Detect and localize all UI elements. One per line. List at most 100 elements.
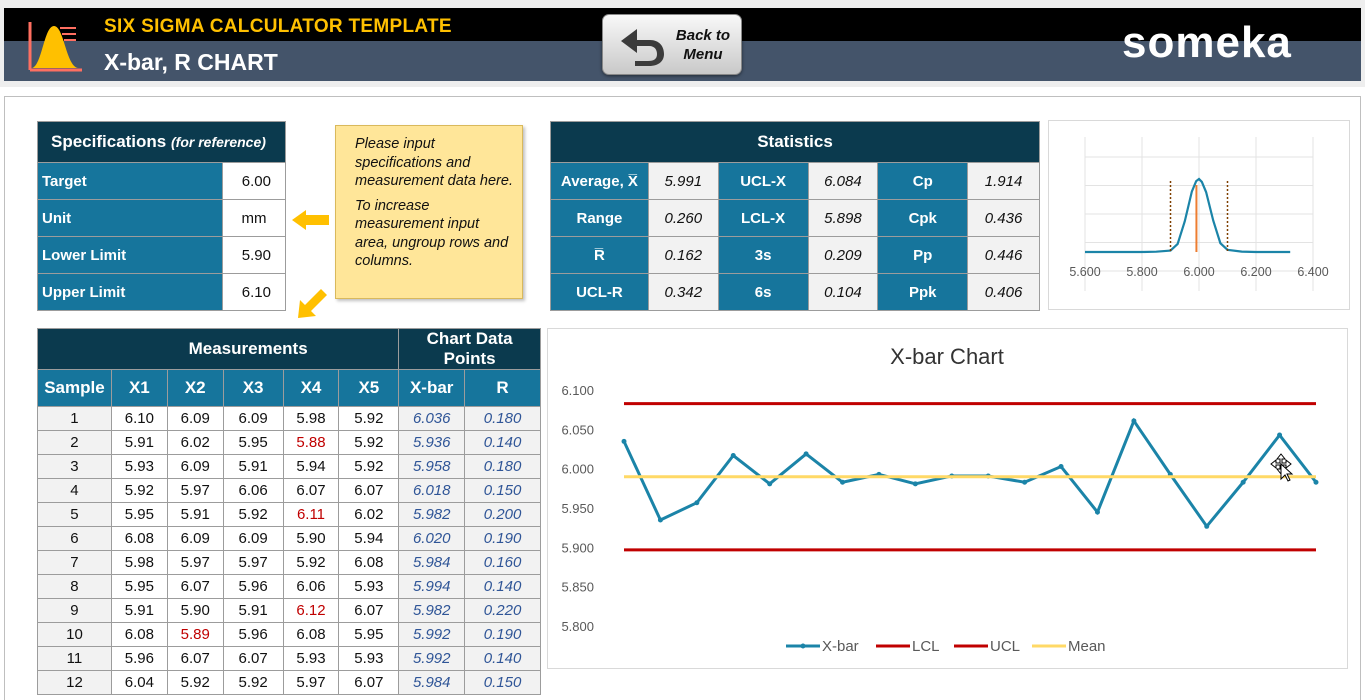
measurement-cell[interactable]: 5.92: [166, 670, 224, 695]
measurement-cell[interactable]: 6.07: [166, 646, 224, 671]
measurement-cell[interactable]: 5.92: [338, 454, 400, 479]
xbar-value: 5.984: [398, 670, 466, 695]
measurement-cell[interactable]: 5.94: [338, 526, 400, 551]
measurement-cell[interactable]: 5.92: [338, 406, 400, 431]
measurement-cell[interactable]: 6.06: [222, 478, 284, 503]
distribution-chart[interactable]: 5.600 5.800 6.000 6.200 6.400: [1048, 120, 1350, 310]
specifications-title: Specifications: [51, 132, 167, 151]
xbar-series-line: [622, 417, 1318, 529]
measurement-cell[interactable]: 5.92: [222, 502, 284, 527]
measurement-cell[interactable]: 5.98: [282, 406, 340, 431]
measurement-cell[interactable]: 5.92: [338, 430, 400, 455]
measurement-cell[interactable]: 5.96: [110, 646, 168, 671]
measurement-cell[interactable]: 5.93: [282, 646, 340, 671]
measurement-cell[interactable]: 5.95: [222, 430, 284, 455]
measurement-cell[interactable]: 5.89: [166, 622, 224, 647]
stat-label: Ppk: [877, 273, 969, 311]
measurement-cell[interactable]: 6.09: [166, 406, 224, 431]
range-value: 0.180: [464, 454, 541, 479]
table-row: 12 6.04 5.92 5.92 5.97 6.07 5.984 0.150: [37, 670, 541, 695]
spec-lower-limit-input[interactable]: 5.90: [222, 236, 286, 274]
measurement-cell[interactable]: 6.08: [110, 622, 168, 647]
measurement-cell[interactable]: 5.97: [282, 670, 340, 695]
stat-label: Range: [550, 199, 649, 237]
measurement-cell[interactable]: 5.93: [338, 574, 400, 599]
xbar-chart-svg: X-bar Chart 5.800 5.850 5.900 5.950 6.000 6.05…: [561, 344, 1319, 655]
xbar-value: 5.982: [398, 598, 466, 623]
measurement-cell[interactable]: 6.08: [282, 622, 340, 647]
measurement-cell[interactable]: 5.95: [110, 574, 168, 599]
measurement-cell[interactable]: 5.88: [282, 430, 340, 455]
measurement-cell[interactable]: 6.07: [166, 574, 224, 599]
measurement-cell[interactable]: 6.02: [166, 430, 224, 455]
xbar-point: [1094, 509, 1100, 515]
stat-label: LCL-X: [717, 199, 809, 237]
back-to-menu-button[interactable]: Back to Menu: [602, 14, 742, 75]
measurement-cell[interactable]: 6.09: [166, 454, 224, 479]
measurement-cell[interactable]: 5.93: [338, 646, 400, 671]
measurement-cell[interactable]: 5.91: [222, 454, 284, 479]
measurement-cell[interactable]: 6.02: [338, 502, 400, 527]
stat-value: 1.914: [967, 162, 1040, 200]
measurement-cell[interactable]: 6.07: [338, 598, 400, 623]
measurement-cell[interactable]: 6.08: [110, 526, 168, 551]
measurement-cell[interactable]: 5.93: [110, 454, 168, 479]
xbar-value: 5.992: [398, 622, 466, 647]
measurement-cell[interactable]: 6.07: [222, 646, 284, 671]
instruction-note: Please input specifications and measurem…: [335, 125, 523, 299]
x-tick-label: 6.000: [1183, 265, 1214, 279]
measurement-cell[interactable]: 5.97: [222, 550, 284, 575]
measurement-cell[interactable]: 5.91: [110, 598, 168, 623]
column-header-x5: X5: [338, 369, 400, 407]
specifications-header: Specifications (for reference): [37, 121, 286, 163]
measurement-cell[interactable]: 5.90: [282, 526, 340, 551]
spec-upper-limit-input[interactable]: 6.10: [222, 273, 286, 311]
measurement-cell[interactable]: 5.91: [166, 502, 224, 527]
column-header-x3: X3: [222, 369, 284, 407]
spec-target-input[interactable]: 6.00: [222, 162, 286, 200]
y-tick-label: 5.800: [561, 619, 594, 634]
stat-value: 0.104: [807, 273, 879, 311]
sample-number: 10: [37, 622, 112, 647]
y-tick-label: 6.100: [561, 383, 594, 398]
xbar-chart[interactable]: X-bar Chart 5.800 5.850 5.900 5.950 6.000 6.05…: [547, 328, 1348, 669]
measurement-cell[interactable]: 6.08: [338, 550, 400, 575]
measurement-cell[interactable]: 5.90: [166, 598, 224, 623]
cursor-arrow: [1280, 462, 1294, 482]
measurement-cell[interactable]: 5.97: [166, 550, 224, 575]
arrow-down-left-icon: [298, 289, 327, 318]
measurement-cell[interactable]: 6.11: [282, 502, 340, 527]
measurement-cell[interactable]: 5.98: [110, 550, 168, 575]
measurement-cell[interactable]: 6.06: [282, 574, 340, 599]
measurement-cell[interactable]: 5.92: [282, 550, 340, 575]
legend-label: LCL: [912, 638, 940, 655]
measurement-cell[interactable]: 6.10: [110, 406, 168, 431]
distribution-chart-svg: 5.600 5.800 6.000 6.200 6.400: [1069, 137, 1329, 291]
measurement-cell[interactable]: 6.07: [338, 478, 400, 503]
chart-title: X-bar Chart: [890, 344, 1004, 369]
xbar-value: 6.020: [398, 526, 466, 551]
specifications-subtitle: (for reference): [171, 134, 266, 150]
measurement-cell[interactable]: 5.95: [110, 502, 168, 527]
measurement-cell[interactable]: 5.97: [166, 478, 224, 503]
measurement-cell[interactable]: 6.07: [338, 670, 400, 695]
measurement-cell[interactable]: 5.91: [222, 598, 284, 623]
range-value: 0.140: [464, 430, 541, 455]
measurement-cell[interactable]: 6.04: [110, 670, 168, 695]
measurement-cell[interactable]: 5.94: [282, 454, 340, 479]
measurement-cell[interactable]: 5.92: [222, 670, 284, 695]
measurement-cell[interactable]: 5.95: [338, 622, 400, 647]
measurement-cell[interactable]: 5.92: [110, 478, 168, 503]
measurement-cell[interactable]: 5.91: [110, 430, 168, 455]
measurement-cell[interactable]: 6.07: [282, 478, 340, 503]
stat-label: 3s: [717, 236, 809, 274]
measurement-cell[interactable]: 5.96: [222, 622, 284, 647]
measurement-cell[interactable]: 6.09: [222, 526, 284, 551]
column-header-r: R: [464, 369, 541, 407]
measurement-cell[interactable]: 6.09: [222, 406, 284, 431]
measurement-cell[interactable]: 6.12: [282, 598, 340, 623]
measurement-cell[interactable]: 5.96: [222, 574, 284, 599]
stat-value: 0.209: [807, 236, 879, 274]
spec-unit-input[interactable]: mm: [222, 199, 286, 237]
measurement-cell[interactable]: 6.09: [166, 526, 224, 551]
